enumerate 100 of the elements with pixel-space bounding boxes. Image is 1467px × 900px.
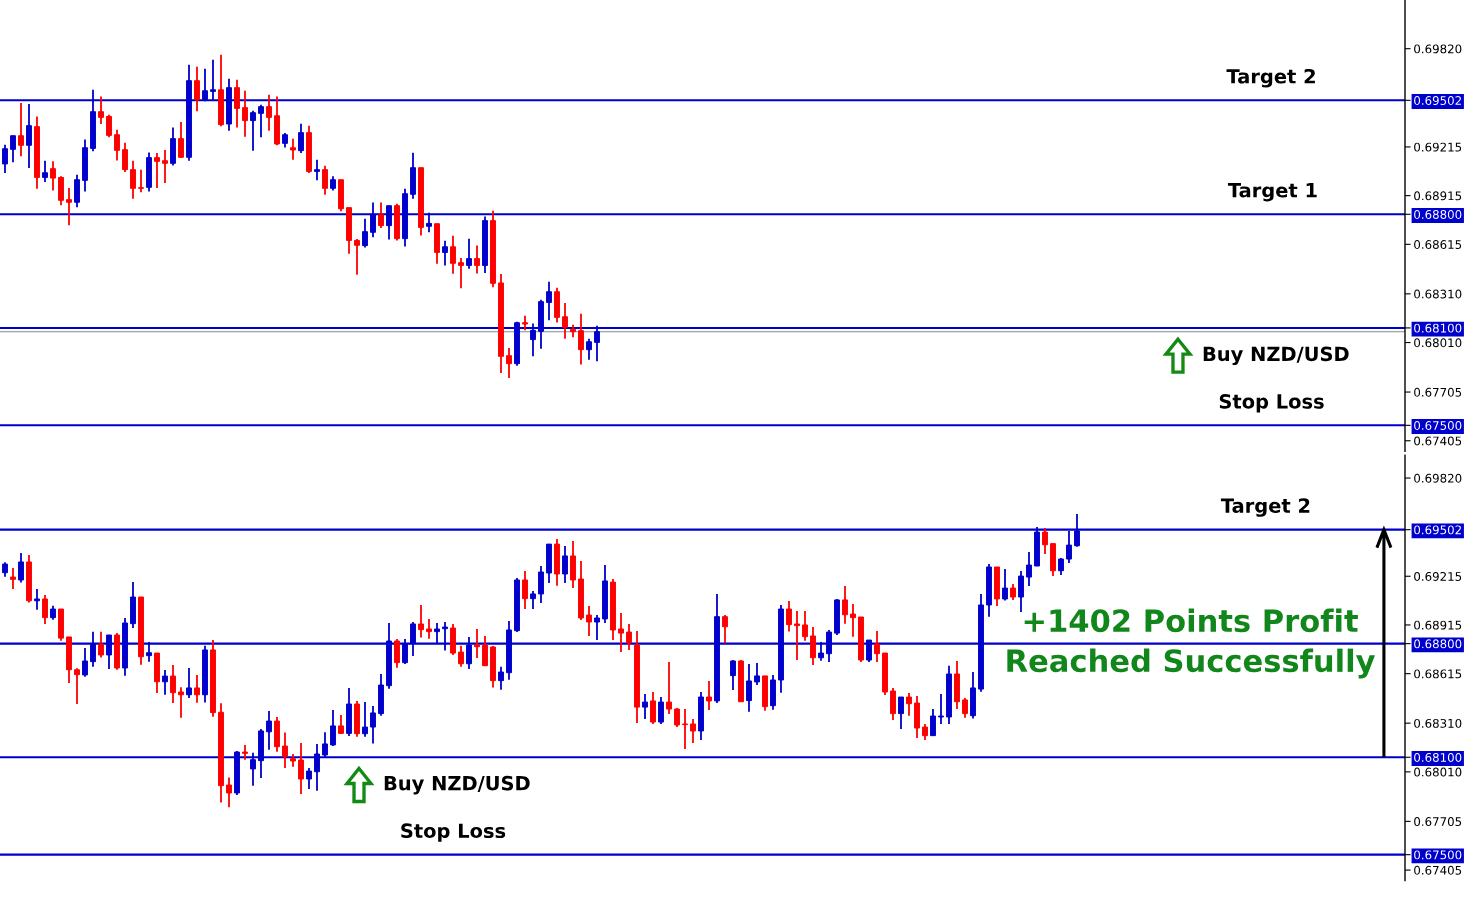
y-tick-label: 0.68010: [1414, 338, 1462, 348]
ref-line-label: Target 2: [1226, 68, 1315, 88]
candlestick: [898, 696, 904, 730]
y-tick-label: 0.67405: [1414, 436, 1462, 446]
ref-line-label: Buy NZD/USD: [1203, 346, 1349, 366]
candlestick: [906, 692, 912, 717]
candlestick: [594, 614, 600, 641]
candlestick: [250, 109, 256, 152]
y-tick-label: 0.68915: [1414, 620, 1462, 630]
candlestick: [58, 175, 64, 207]
candlestick: [874, 630, 880, 663]
annotation: +1402 Points Profit Reached Successfully: [1007, 608, 1375, 679]
candlestick: [186, 667, 192, 699]
candlestick: [242, 744, 248, 761]
y-tick-label: 0.68800: [1414, 639, 1462, 649]
candlestick: [426, 618, 432, 640]
candlestick: [578, 312, 584, 366]
candlestick: [354, 238, 360, 276]
candlestick: [746, 663, 752, 713]
candlestick: [474, 628, 480, 659]
candlestick: [42, 594, 48, 625]
candlestick: [562, 302, 568, 340]
ref-line-label: Stop Loss: [401, 823, 506, 842]
candlestick: [418, 604, 424, 639]
candlestick: [458, 257, 464, 290]
candlestick: [810, 626, 816, 666]
candlestick: [10, 567, 16, 590]
y-tick-label: 0.68310: [1414, 289, 1462, 299]
candlestick: [586, 605, 592, 637]
candlestick: [458, 644, 464, 668]
candlestick: [482, 635, 488, 667]
candlestick: [170, 664, 176, 704]
y-tick-label: 0.69215: [1414, 571, 1462, 581]
candlestick: [266, 93, 272, 132]
candlestick: [18, 102, 24, 158]
candlestick: [42, 159, 48, 183]
y-tick-label: 0.69820: [1414, 44, 1462, 54]
candlestick: [930, 708, 936, 737]
candlestick: [138, 168, 144, 194]
candlestick: [10, 134, 16, 164]
candlestick: [178, 121, 184, 159]
candlestick: [450, 234, 456, 275]
candlestick: [194, 65, 200, 113]
candlestick: [370, 705, 376, 745]
y-tick-label: 0.68615: [1414, 240, 1462, 249]
candlestick: [50, 160, 56, 192]
candlestick: [394, 638, 400, 669]
y-tick-label: 0.69820: [1414, 473, 1462, 483]
candlestick: [178, 686, 184, 719]
y-tick-label: 0.68010: [1414, 767, 1462, 777]
candlestick: [474, 244, 480, 275]
candlestick: [850, 603, 856, 638]
y-tick-label: 0.68100: [1414, 752, 1462, 762]
candlestick: [802, 610, 808, 642]
candlestick: [378, 201, 384, 229]
y-tick-label: 0.67705: [1414, 387, 1462, 397]
candlestick: [506, 347, 512, 379]
candlestick: [362, 701, 368, 738]
candlestick: [282, 731, 288, 769]
candlestick: [130, 159, 136, 200]
candlestick: [722, 614, 728, 645]
y-tick-label: 0.67500: [1414, 850, 1462, 860]
y-tick-label: 0.67405: [1414, 865, 1462, 875]
candlestick: [1026, 551, 1032, 587]
y-tick-label: 0.68800: [1414, 210, 1462, 219]
candlestick: [442, 239, 448, 267]
candlestick: [194, 674, 200, 704]
candlestick: [666, 661, 672, 715]
candlestick: [642, 693, 648, 720]
candlestick: [618, 612, 624, 653]
candlestick: [938, 693, 944, 725]
candlestick: [314, 158, 320, 182]
candlestick: [162, 149, 168, 184]
candlestick: [330, 709, 336, 747]
candlestick: [66, 187, 72, 227]
candlestick: [1042, 527, 1048, 555]
candlestick: [538, 565, 544, 604]
candlestick: [2, 143, 8, 174]
candlestick: [98, 95, 104, 125]
candlestick: [562, 545, 568, 584]
candlestick: [162, 669, 168, 696]
candlestick: [650, 691, 656, 725]
candlestick: [890, 687, 896, 721]
y-tick-label: 0.68310: [1414, 718, 1462, 728]
y-tick-label: 0.68100: [1414, 323, 1462, 333]
candlestick: [34, 588, 40, 611]
y-tick-label: 0.67500: [1414, 421, 1462, 430]
candlestick: [1002, 568, 1008, 602]
candlestick: [226, 776, 232, 809]
candlestick: [82, 647, 88, 678]
candlestick: [154, 152, 160, 189]
candlestick: [234, 78, 240, 129]
candlestick: [546, 280, 552, 322]
ref-line-label: Target 2: [1220, 498, 1310, 517]
candlestick: [786, 600, 792, 633]
candlestick: [18, 552, 24, 584]
candlestick: [626, 623, 632, 651]
candlestick: [306, 767, 312, 790]
candlestick: [74, 173, 80, 209]
candlestick: [690, 718, 696, 744]
